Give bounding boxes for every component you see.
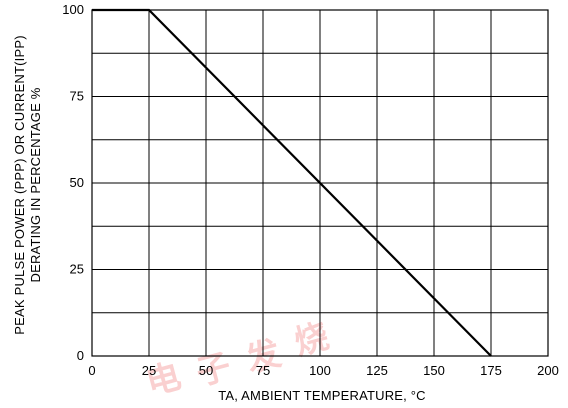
y-tick-label-0: 0 [77, 348, 84, 363]
x-axis-label: TA, AMBIENT TEMPERATURE, °C [218, 388, 426, 403]
series-line-0 [92, 8, 492, 357]
x-tick-label-150: 150 [423, 363, 445, 378]
y-tick-label-75: 75 [70, 89, 84, 104]
y-tick-label-25: 25 [70, 262, 84, 277]
x-tick-label-25: 25 [142, 363, 156, 378]
x-tick-label-125: 125 [366, 363, 388, 378]
series-lines [92, 8, 492, 357]
plot-frame [91, 9, 549, 357]
y-tick-labels: 0 25 50 75 100 [62, 2, 84, 363]
y-axis-label: PEAK PULSE POWER (PPP) OR CURRENT(IPP) D… [12, 35, 43, 334]
y-tick-label-100: 100 [62, 2, 84, 17]
x-tick-label-100: 100 [309, 363, 331, 378]
x-tick-label-75: 75 [256, 363, 270, 378]
y-tick-label-50: 50 [70, 175, 84, 190]
y-axis-label-line1: PEAK PULSE POWER (PPP) OR CURRENT(IPP) [12, 35, 27, 334]
x-tick-label-50: 50 [199, 363, 213, 378]
plot-border [91, 9, 549, 357]
y-axis-label-line2: DERATING IN PERCENTAGE % [28, 87, 43, 282]
x-tick-label-0: 0 [88, 363, 95, 378]
x-tick-label-175: 175 [480, 363, 502, 378]
x-tick-label-200: 200 [537, 363, 559, 378]
x-tick-labels: 0 25 50 75 100 125 150 175 200 [88, 363, 558, 378]
